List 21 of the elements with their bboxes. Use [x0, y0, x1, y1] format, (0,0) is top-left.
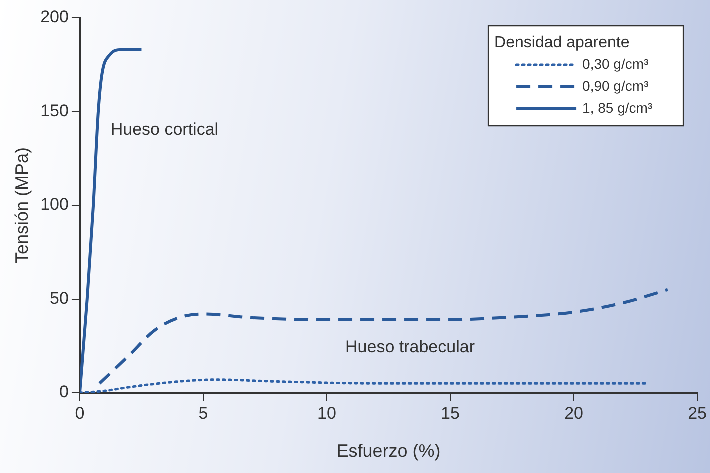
y-tick-label: 150	[40, 101, 69, 120]
legend-title: Densidad aparente	[494, 34, 630, 52]
line-series	[80, 378, 650, 393]
annotation: Hueso trabecular	[346, 338, 476, 357]
y-tick-label: 50	[50, 288, 69, 308]
y-axis-title: Tensión (MPa)	[12, 147, 32, 264]
y-tick-label: 0	[59, 382, 69, 402]
x-tick-label: 0	[75, 404, 85, 423]
x-tick-label: 25	[688, 404, 708, 423]
x-tick-label: 10	[318, 404, 336, 423]
legend-label: 1, 85 g/cm³	[582, 100, 653, 116]
legend-label: 0,30 g/cm³	[582, 56, 650, 72]
annotation: Hueso cortical	[110, 120, 219, 140]
y-tick-label: 200	[40, 8, 69, 27]
y-tick-label: 100	[40, 195, 69, 214]
x-tick-label: 20	[564, 404, 584, 423]
x-tick-label: 5	[198, 404, 208, 423]
legend-label: 0,90 g/cm³	[582, 78, 650, 94]
x-tick-label: 15	[441, 404, 460, 423]
x-axis-title: Esfuerzo (%)	[336, 441, 441, 462]
line-series	[98, 288, 670, 386]
